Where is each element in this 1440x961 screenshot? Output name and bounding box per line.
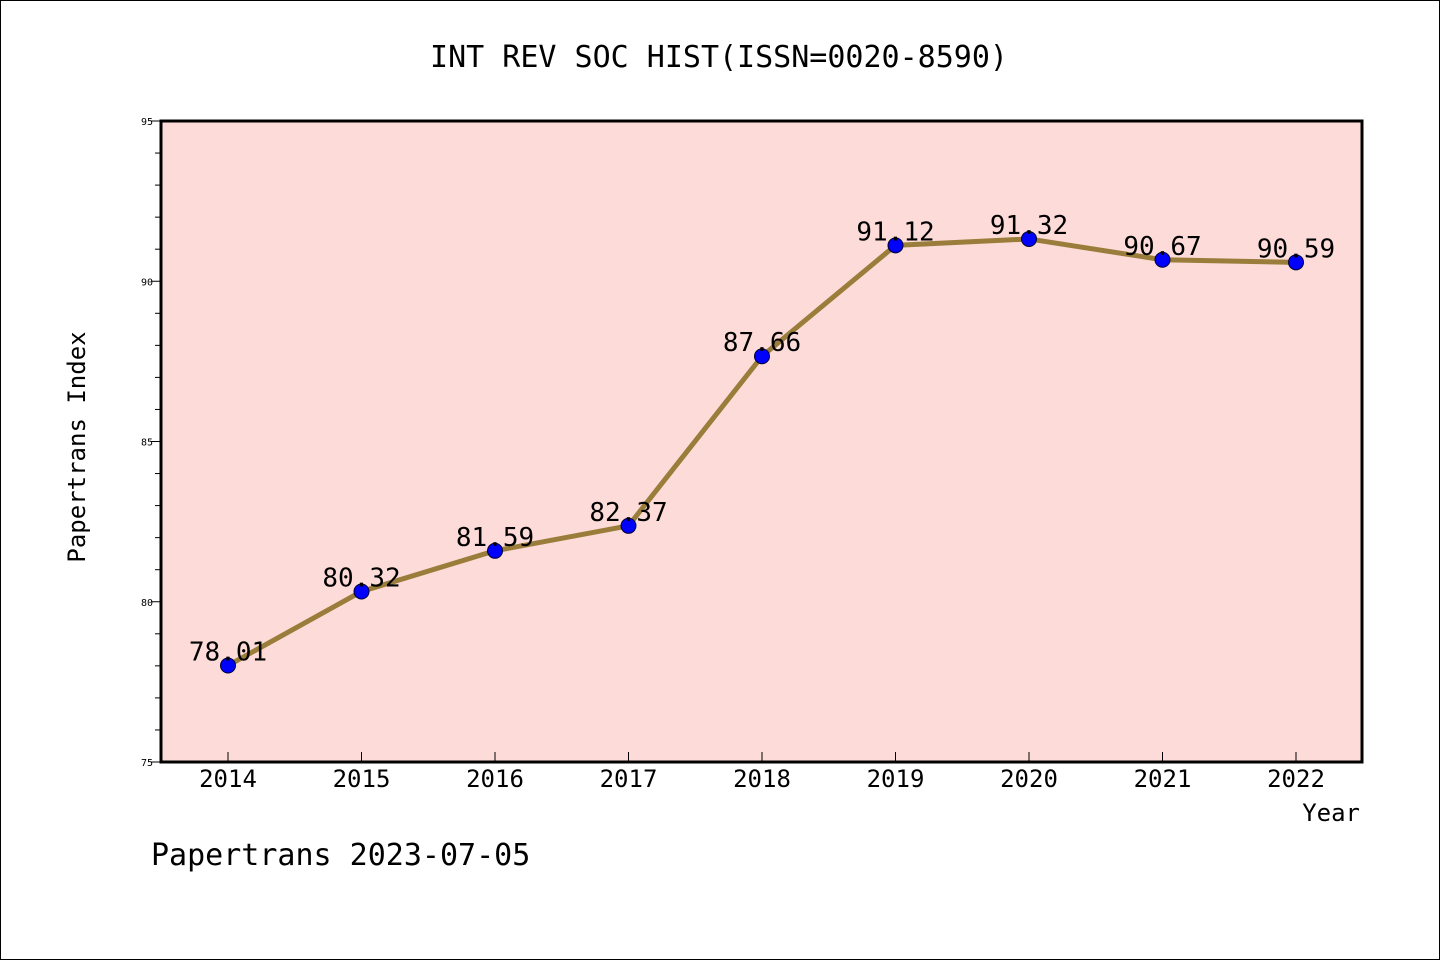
data-label: 82.37 <box>589 498 667 528</box>
y-tick-label: 75 <box>141 758 153 769</box>
data-labels: 78.01 80.32 81.59 82.37 87.66 91.12 91.32 90.67… <box>189 211 1335 668</box>
x-tick-label: 2016 <box>466 765 524 793</box>
y-tick-label: 85 <box>141 438 153 449</box>
data-point <box>487 542 503 559</box>
x-tick-label: 2017 <box>600 765 658 793</box>
y-axis-ticks: 75 80 85 90 95 <box>141 117 161 769</box>
x-tick-label: 2015 <box>333 765 391 793</box>
footer-source-date: Papertrans 2023-07-05 <box>151 838 530 873</box>
data-point <box>620 517 637 534</box>
data-point <box>1154 251 1171 268</box>
x-tick-label: 2020 <box>1000 765 1058 793</box>
y-tick-label: 90 <box>141 277 153 288</box>
data-label: 81.59 <box>456 523 534 553</box>
data-label: 91.32 <box>990 211 1068 241</box>
data-points <box>220 230 1304 674</box>
data-point <box>887 237 904 254</box>
data-point <box>1021 230 1037 247</box>
data-label: 87.66 <box>723 328 801 358</box>
x-axis-label: Year <box>1302 799 1360 827</box>
data-label: 91.12 <box>856 217 934 247</box>
data-point <box>353 583 370 600</box>
x-tick-label: 2014 <box>199 765 257 793</box>
data-point <box>1288 254 1304 271</box>
x-tick-label: 2019 <box>867 765 925 793</box>
data-label: 90.59 <box>1257 234 1335 264</box>
data-point <box>220 657 236 674</box>
data-label: 78.01 <box>189 638 267 668</box>
y-axis-label: Papertrans Index <box>63 331 91 562</box>
y-tick-label: 95 <box>141 117 153 128</box>
x-tick-label: 2018 <box>733 765 791 793</box>
x-tick-label: 2021 <box>1134 765 1192 793</box>
data-label: 80.32 <box>322 563 400 593</box>
data-point <box>754 348 770 365</box>
y-tick-label: 80 <box>141 598 153 609</box>
plot-area <box>159 119 1364 764</box>
x-tick-label: 2022 <box>1267 765 1325 793</box>
data-label: 90.67 <box>1123 232 1201 262</box>
chart-title: INT REV SOC HIST(ISSN=0020-8590) <box>430 40 1008 75</box>
x-axis-ticks: 2014 2015 2016 2017 2018 2019 2020 2021 2022 <box>199 752 1325 793</box>
